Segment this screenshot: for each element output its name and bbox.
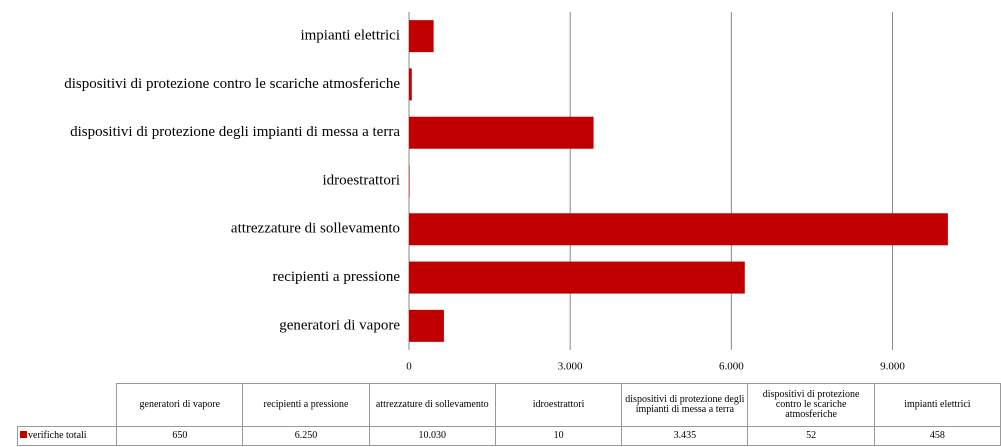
legend-label: verifiche totali [28,430,87,441]
y-tick-label: recipienti a pressione [273,269,401,285]
data-table: generatori di vapore recipienti a pressio… [16,383,1001,446]
y-tick-label: attrezzature di sollevamento [231,221,400,237]
x-tick-label: 6.000 [719,361,744,373]
x-tick-label: 9.000 [880,361,905,373]
header-cell: generatori di vapore [116,383,244,427]
y-tick-label: impianti elettrici [300,28,400,44]
x-tick-label: 3.000 [558,361,583,373]
value-cell: 650 [116,426,244,446]
header-cell: impianti elettrici [873,383,1001,427]
header-cell: dispositivi di protezione contro le scar… [747,383,875,427]
x-tick-label: 0 [406,361,412,373]
header-row: generatori di vapore recipienti a pressio… [18,383,1001,427]
value-cell: 458 [873,426,1001,446]
value-cell: 52 [747,426,875,446]
legend-key [20,431,27,438]
y-tick-label: generatori di vapore [279,317,400,333]
bar [409,213,948,246]
header-cell: dispositivi di protezione degli impianti… [621,383,749,427]
bar [409,116,594,149]
value-cell: 6.250 [242,426,370,446]
bar [409,261,745,294]
value-cell: 3.435 [621,426,749,446]
bar [409,309,444,342]
value-row: verifiche totali 650 6.250 10.030 10 3.435 52… [16,426,1001,446]
y-tick-label: dispositivi di protezione degli impianti… [70,124,400,140]
value-cell: 10.030 [368,426,496,446]
header-cell: recipienti a pressione [242,383,370,427]
header-cell: attrezzature di sollevamento [368,383,496,427]
legend-cell: verifiche totali [16,426,118,446]
corner [18,384,117,427]
bar [409,165,410,197]
plot: 0 3.000 6.000 9.000 generatori di vapore reci… [64,12,948,373]
header-cell: idroestrattori [494,383,623,427]
bar [409,68,412,101]
y-tick-label: dispositivi di protezione contro le scar… [64,76,400,92]
bar [409,20,434,53]
value-cell: 10 [494,426,623,446]
y-tick-label: idroestrattori [323,172,400,188]
